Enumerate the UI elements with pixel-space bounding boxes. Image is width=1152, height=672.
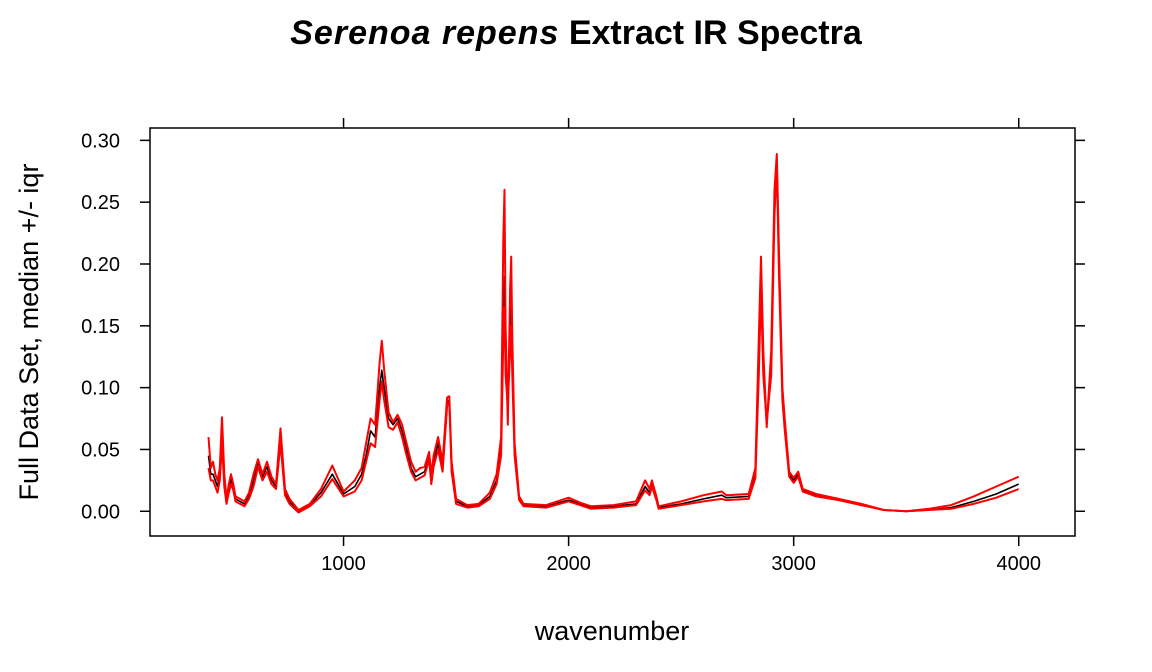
x-tick-label: 1000 <box>321 553 366 575</box>
y-tick-label: 0.25 <box>81 192 120 214</box>
y-tick-label: 0.15 <box>81 316 120 338</box>
y-tick-label: 0.10 <box>81 378 120 400</box>
y-axis-title: Full Data Set, median +/- iqr <box>14 164 44 501</box>
chart-title-rest: Extract IR Spectra <box>559 14 862 52</box>
y-tick-label: 0.00 <box>81 501 120 523</box>
plot-frame <box>149 127 1076 537</box>
series-line-1 <box>207 153 1020 513</box>
y-axis: 0.00 0.05 0.10 0.15 0.20 0.25 0.30 <box>81 130 1085 523</box>
series-line-0 <box>207 158 1020 513</box>
chart-title: Serenoa repens Extract IR Spectra <box>290 14 863 52</box>
x-tick-label: 2000 <box>546 553 591 575</box>
y-tick-label: 0.30 <box>81 130 120 152</box>
y-tick-label: 0.20 <box>81 254 120 276</box>
x-axis: 1000 2000 3000 4000 <box>321 118 1041 575</box>
y-tick-label: 0.05 <box>81 439 120 461</box>
x-axis-title: wavenumber <box>534 616 690 646</box>
series-line-2 <box>207 164 1020 514</box>
series-group <box>207 153 1020 514</box>
x-tick-label: 4000 <box>996 553 1041 575</box>
x-tick-label: 3000 <box>771 553 816 575</box>
chart-title-italic: Serenoa repens <box>290 14 559 52</box>
